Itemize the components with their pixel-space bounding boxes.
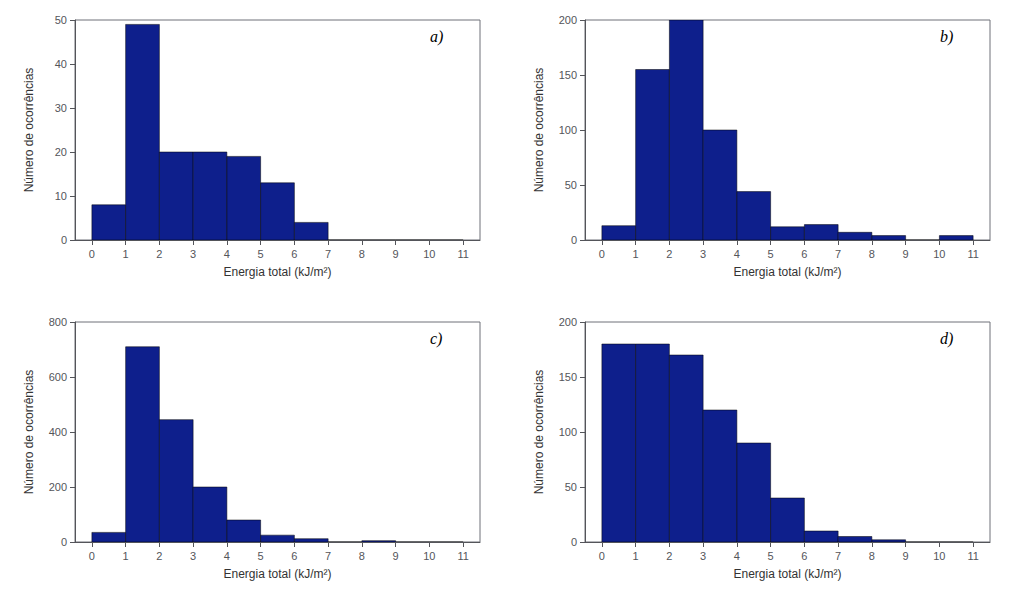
- svg-text:8: 8: [359, 550, 365, 562]
- svg-text:1: 1: [633, 550, 639, 562]
- svg-text:11: 11: [967, 248, 978, 260]
- svg-text:Energia total (kJ/m²): Energia total (kJ/m²): [733, 265, 841, 279]
- svg-text:11: 11: [457, 550, 468, 562]
- svg-text:4: 4: [224, 550, 230, 562]
- svg-text:20: 20: [55, 146, 67, 158]
- svg-text:5: 5: [768, 248, 774, 260]
- svg-text:150: 150: [559, 371, 577, 383]
- svg-text:Número de ocorrências: Número de ocorrências: [532, 68, 546, 193]
- svg-text:0: 0: [599, 550, 605, 562]
- svg-text:2: 2: [156, 248, 162, 260]
- svg-text:4: 4: [734, 248, 740, 260]
- svg-text:200: 200: [559, 14, 577, 26]
- svg-text:2: 2: [666, 248, 672, 260]
- svg-text:2: 2: [666, 550, 672, 562]
- svg-text:100: 100: [559, 124, 577, 136]
- svg-text:40: 40: [55, 58, 67, 70]
- svg-text:50: 50: [565, 179, 577, 191]
- svg-text:5: 5: [258, 550, 264, 562]
- svg-text:0: 0: [89, 550, 95, 562]
- svg-text:9: 9: [903, 550, 909, 562]
- svg-text:10: 10: [55, 190, 67, 202]
- svg-text:9: 9: [903, 248, 909, 260]
- svg-text:9: 9: [393, 248, 399, 260]
- svg-text:10: 10: [933, 248, 945, 260]
- svg-text:150: 150: [559, 69, 577, 81]
- svg-text:7: 7: [325, 248, 331, 260]
- svg-text:10: 10: [423, 248, 435, 260]
- svg-text:7: 7: [835, 248, 841, 260]
- svg-text:50: 50: [565, 481, 577, 493]
- svg-text:Número de ocorrências: Número de ocorrências: [22, 370, 36, 495]
- svg-text:6: 6: [291, 550, 297, 562]
- svg-text:0: 0: [599, 248, 605, 260]
- svg-text:200: 200: [49, 481, 67, 493]
- svg-text:0: 0: [571, 234, 577, 246]
- svg-text:3: 3: [700, 248, 706, 260]
- svg-text:7: 7: [835, 550, 841, 562]
- svg-text:800: 800: [49, 316, 67, 328]
- svg-text:6: 6: [801, 248, 807, 260]
- svg-text:Energia total (kJ/m²): Energia total (kJ/m²): [733, 567, 841, 581]
- svg-text:c): c): [430, 330, 442, 348]
- svg-text:6: 6: [291, 248, 297, 260]
- svg-text:7: 7: [325, 550, 331, 562]
- svg-text:1: 1: [633, 248, 639, 260]
- svg-text:10: 10: [933, 550, 945, 562]
- svg-text:600: 600: [49, 371, 67, 383]
- svg-text:9: 9: [393, 550, 399, 562]
- svg-text:400: 400: [49, 426, 67, 438]
- svg-text:4: 4: [734, 550, 740, 562]
- svg-text:0: 0: [61, 234, 67, 246]
- svg-text:30: 30: [55, 102, 67, 114]
- svg-text:d): d): [940, 330, 953, 348]
- svg-text:8: 8: [869, 550, 875, 562]
- svg-text:6: 6: [801, 550, 807, 562]
- svg-text:Número de ocorrências: Número de ocorrências: [22, 68, 36, 193]
- svg-text:1: 1: [123, 550, 129, 562]
- svg-text:3: 3: [700, 550, 706, 562]
- svg-text:100: 100: [559, 426, 577, 438]
- svg-text:11: 11: [967, 550, 978, 562]
- svg-text:50: 50: [55, 14, 67, 26]
- svg-text:1: 1: [123, 248, 129, 260]
- svg-text:3: 3: [190, 248, 196, 260]
- svg-text:0: 0: [89, 248, 95, 260]
- svg-text:5: 5: [258, 248, 264, 260]
- svg-text:2: 2: [156, 550, 162, 562]
- svg-text:a): a): [430, 28, 443, 46]
- svg-text:4: 4: [224, 248, 230, 260]
- svg-text:11: 11: [457, 248, 468, 260]
- svg-text:Energia total (kJ/m²): Energia total (kJ/m²): [223, 567, 331, 581]
- svg-text:0: 0: [571, 536, 577, 548]
- svg-text:200: 200: [559, 316, 577, 328]
- svg-text:Energia total (kJ/m²): Energia total (kJ/m²): [223, 265, 331, 279]
- svg-text:Número de ocorrências: Número de ocorrências: [532, 370, 546, 495]
- svg-text:5: 5: [768, 550, 774, 562]
- svg-text:b): b): [940, 28, 953, 46]
- svg-text:3: 3: [190, 550, 196, 562]
- svg-text:8: 8: [869, 248, 875, 260]
- svg-text:10: 10: [423, 550, 435, 562]
- svg-text:0: 0: [61, 536, 67, 548]
- svg-text:8: 8: [359, 248, 365, 260]
